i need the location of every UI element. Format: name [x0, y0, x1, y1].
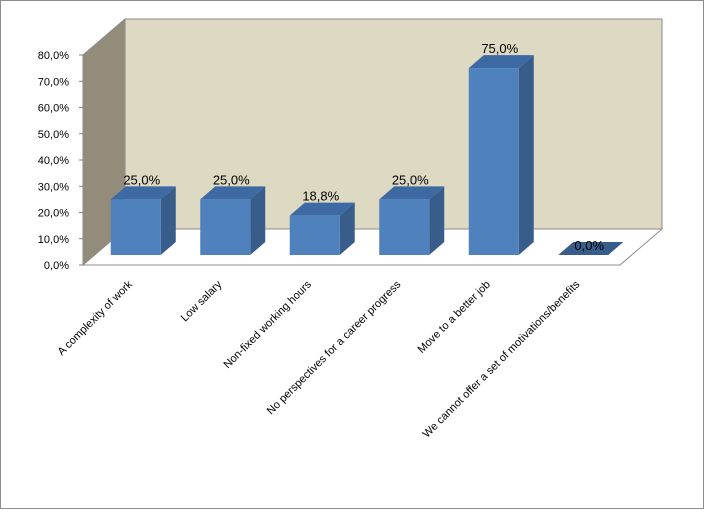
bar-top	[200, 186, 266, 200]
y-tick-label: 0,0%	[44, 260, 69, 272]
y-tick-label: 30,0%	[38, 181, 69, 193]
y-tick-label: 70,0%	[38, 76, 69, 88]
bar-front	[200, 199, 251, 255]
bar	[289, 202, 355, 255]
data-label: 18,8%	[302, 189, 339, 204]
bar-front	[379, 199, 430, 255]
data-label: 25,0%	[213, 172, 250, 187]
y-tick-label: 20,0%	[38, 208, 69, 220]
bar-side	[518, 55, 534, 255]
bar	[558, 242, 624, 255]
bar-front	[289, 215, 340, 255]
bar-side	[160, 186, 176, 255]
data-label: 25,0%	[123, 172, 160, 187]
bar-top	[289, 202, 355, 216]
y-tick-label: 60,0%	[38, 103, 69, 115]
bar-side	[250, 186, 266, 255]
bar	[200, 186, 266, 255]
bar	[468, 55, 534, 255]
data-label: 25,0%	[392, 172, 429, 187]
bar-top	[468, 55, 534, 69]
bar	[379, 186, 445, 255]
bar-top	[379, 186, 445, 200]
y-tick-label: 80,0%	[38, 50, 69, 62]
data-label: 0,0%	[574, 238, 604, 253]
bar-side	[339, 202, 355, 255]
bar	[110, 186, 176, 255]
bar-top	[110, 186, 176, 200]
bar-front	[468, 68, 519, 255]
y-tick-label: 10,0%	[38, 234, 69, 246]
bar-flat	[558, 242, 624, 255]
y-tick-label: 40,0%	[38, 155, 69, 167]
y-tick-label: 50,0%	[38, 129, 69, 141]
data-label: 75,0%	[481, 41, 518, 56]
bar-front	[110, 199, 161, 255]
bar-side	[429, 186, 445, 255]
